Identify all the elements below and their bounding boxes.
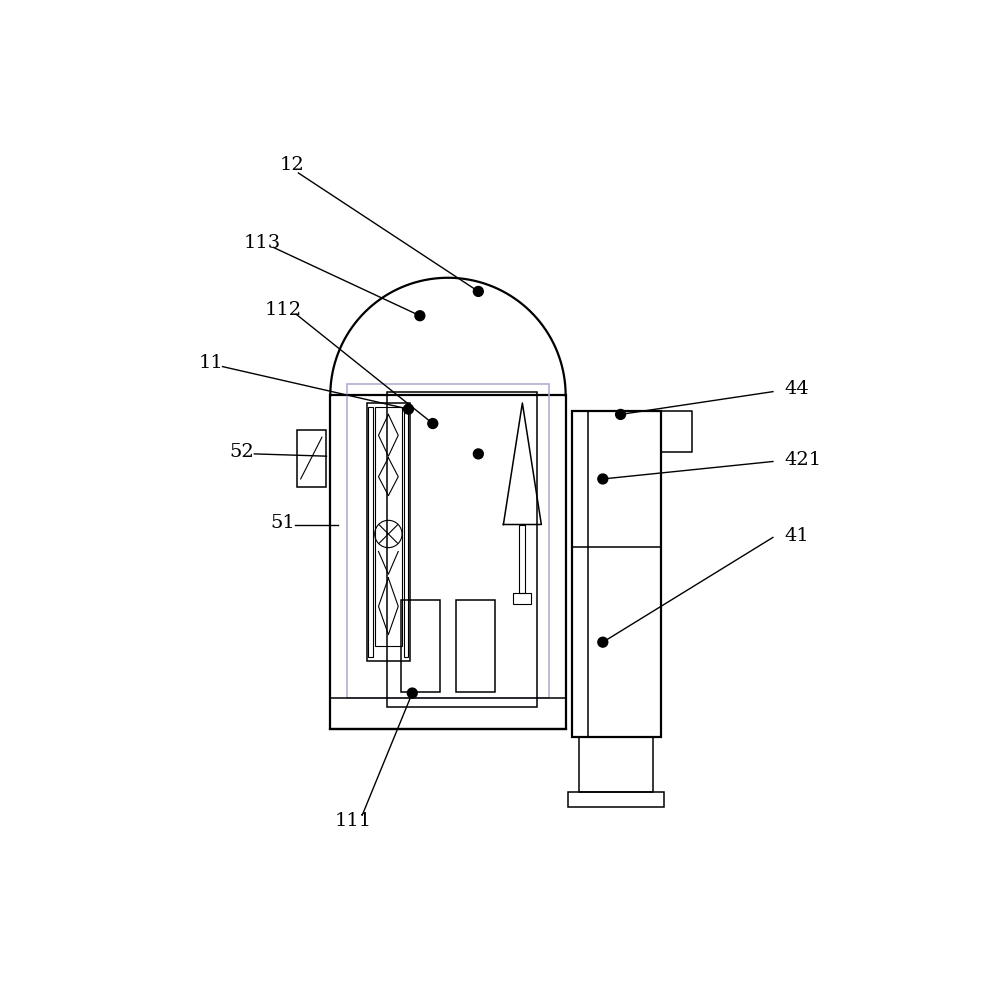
Circle shape (415, 311, 425, 320)
Text: 111: 111 (335, 811, 372, 829)
Circle shape (616, 409, 626, 419)
Circle shape (598, 637, 608, 647)
Text: 52: 52 (229, 444, 254, 461)
Bar (404, 407, 408, 658)
Bar (401, 600, 440, 691)
Circle shape (407, 688, 417, 698)
Bar (568, 792, 664, 807)
Text: 12: 12 (280, 157, 305, 175)
Bar (375, 407, 402, 646)
Text: 11: 11 (199, 354, 223, 372)
Text: 113: 113 (243, 234, 281, 251)
Circle shape (473, 287, 483, 297)
Bar (513, 593, 531, 604)
Circle shape (428, 419, 438, 429)
Bar (297, 430, 326, 486)
Circle shape (598, 474, 608, 484)
Bar (367, 403, 410, 662)
Bar (572, 410, 661, 738)
Bar (519, 525, 525, 593)
Text: 421: 421 (784, 451, 821, 469)
Bar (387, 391, 537, 707)
Bar (330, 395, 566, 730)
Circle shape (404, 404, 413, 414)
Text: 112: 112 (265, 301, 302, 318)
Text: 44: 44 (784, 381, 809, 398)
Bar (456, 600, 495, 691)
Bar (347, 385, 549, 698)
Bar (579, 738, 653, 792)
Text: 41: 41 (784, 527, 809, 545)
Circle shape (473, 449, 483, 458)
Bar (368, 407, 373, 658)
Text: 51: 51 (270, 514, 295, 532)
